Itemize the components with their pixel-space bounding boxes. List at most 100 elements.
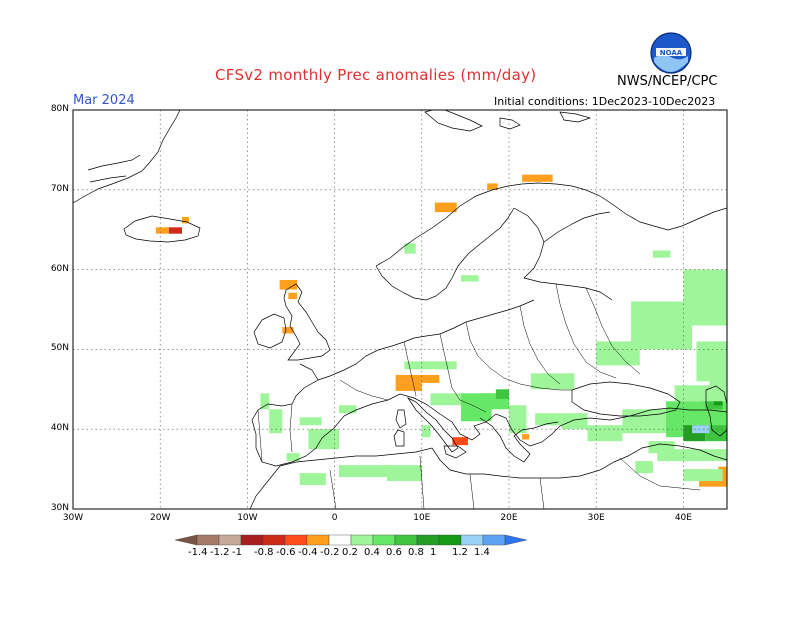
anomaly-cells [155,174,727,487]
western-europe-coast [251,363,727,467]
coastlines-and-borders [73,110,727,509]
colorbar-tick-label: -0.8 [254,547,274,558]
longitude-label: 20E [500,513,518,523]
colorbar-swatch [328,534,352,546]
latitude-label: 80N [50,104,69,114]
colorbar-tick-label: 1.2 [452,547,468,558]
anomaly-cell [404,361,457,370]
anomaly-cell [709,377,727,394]
anomaly-cell [452,437,469,446]
great-britain-outline [283,283,331,361]
longitude-label: 10W [237,513,258,523]
anomaly-cell [338,465,392,478]
anomaly-cell [168,227,182,234]
anomaly-cell [652,250,671,258]
longitude-label: 10E [413,513,431,523]
anomaly-cell [522,174,553,182]
anomaly-cell [635,461,653,474]
colorbar-swatch [284,534,308,546]
anomaly-cell [404,243,416,254]
anomaly-cell [661,317,688,334]
anomaly-cell [282,327,294,334]
sicily-outline [443,445,467,459]
anomaly-cell [338,405,357,414]
anomaly-cell [386,465,422,482]
anomaly-cell [683,269,727,326]
colorbar-swatch [218,534,242,546]
anomaly-cell [648,441,675,454]
greenland-coast [73,110,181,204]
colorbar-swatch [482,534,506,546]
colorbar-swatch [438,534,462,546]
anomaly-cell [288,292,298,300]
anomaly-cell [696,341,727,382]
forecast-month-label: Mar 2024 [73,93,135,108]
anomaly-cell [421,425,431,438]
latitude-label: 40N [50,423,69,434]
longitude-label: 20W [150,513,171,523]
anomaly-cell [692,425,710,434]
italy-outline [406,397,459,453]
anomaly-cell [155,227,169,234]
anomaly-cell [561,413,588,430]
latitude-label: 70N [50,183,69,194]
longitude-label: 40E [674,513,692,523]
colorbar-swatch [240,534,264,546]
anomaly-cell [522,433,530,440]
anomaly-cell [395,374,440,383]
colorbar-tick-label: 0.8 [408,547,424,558]
longitude-label: 0 [331,513,338,523]
colorbar-swatch [196,534,220,546]
anomaly-cell [535,413,562,426]
latitude-label: 60N [50,263,69,274]
map-title: CFSv2 monthly Prec anomalies (mm/day) [215,66,537,84]
anomaly-cell [430,393,462,406]
anomaly-cell [713,397,723,406]
map-gridlines [73,110,727,509]
colorbar-tick-label: -0.6 [276,547,296,558]
anomaly-cell [286,453,300,462]
latitude-label: 30N [50,503,69,513]
scandinavia-coast [375,182,727,267]
logo-text: NOAA [660,49,683,57]
colorbar-tick-label: 0.2 [342,547,358,558]
colorbar-swatch [306,534,330,546]
anomaly-cell [683,469,723,482]
anomaly-cell [299,473,326,486]
anomaly-cell [395,382,422,391]
anomaly-cell [434,202,457,213]
caspian-sea-outline [705,385,727,437]
colorbar-tick-label: 0.6 [386,547,402,558]
anomaly-cell [182,216,189,224]
colorbar-tick-label: -1.2 [210,547,230,558]
iceland-outline [123,215,201,243]
colorbar-swatch [416,534,440,546]
anomaly-cell [657,449,727,462]
colorbar-tick-label: -0.4 [298,547,318,558]
anomaly-cell [596,341,640,366]
colorbar-max-arrow [504,534,528,546]
colorbar-swatch [262,534,286,546]
anomaly-cell [495,389,509,399]
latitude-label: 50N [50,343,69,354]
colorbar-swatch [350,534,374,546]
anomaly-cell [269,409,283,434]
colorbar-min-arrow [174,534,198,546]
colorbar-swatch [460,534,484,546]
black-sea-outline [571,381,681,417]
colorbar-swatch [372,534,396,546]
ireland-outline [253,313,287,349]
longitude-label: 30E [587,513,605,523]
colorbar-tick-label: -1.4 [188,547,208,558]
colorbar-tick-label: -0.2 [320,547,340,558]
colorbar-swatch [394,534,418,546]
anomaly-cell [308,429,339,450]
north-africa-coast [279,443,727,479]
agency-label: NWS/NCEP/CPC [617,74,718,89]
colorbar-tick-label: 1.4 [474,547,490,558]
longitude-label: 30W [62,513,84,523]
anomaly-cell [260,393,270,410]
anomaly-cell [530,373,575,390]
